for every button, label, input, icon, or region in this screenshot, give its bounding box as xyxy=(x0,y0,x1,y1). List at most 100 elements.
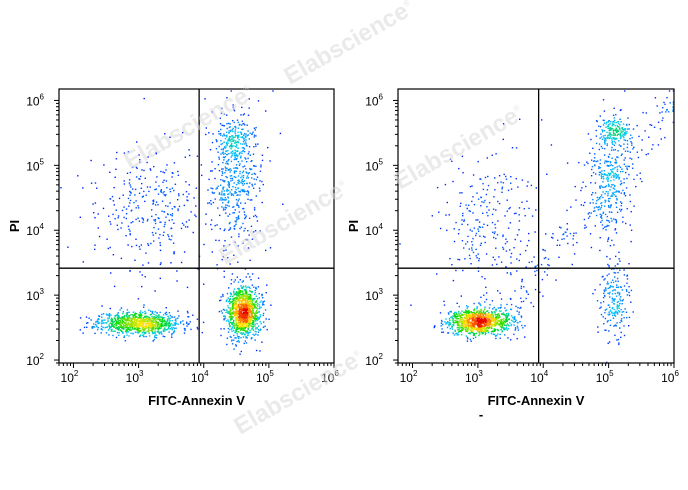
event-dot xyxy=(511,147,514,149)
event-dot xyxy=(614,311,616,314)
event-dot xyxy=(205,133,207,136)
event-dot xyxy=(242,315,244,318)
event-dot xyxy=(617,125,619,128)
event-dot xyxy=(113,326,115,328)
event-dot xyxy=(240,329,242,332)
event-dot xyxy=(151,319,153,322)
event-dot xyxy=(132,166,134,168)
event-dot xyxy=(463,247,465,249)
event-dot xyxy=(160,170,162,173)
event-dot xyxy=(228,126,230,129)
event-dot xyxy=(111,321,113,323)
event-dot xyxy=(241,315,243,317)
event-dot xyxy=(202,321,205,324)
event-dot xyxy=(262,183,264,186)
event-dot xyxy=(610,172,612,174)
event-dot xyxy=(243,134,245,136)
event-dot xyxy=(614,121,616,124)
event-dot xyxy=(254,316,257,318)
event-dot xyxy=(456,318,458,320)
event-dot xyxy=(249,331,251,334)
event-dot xyxy=(135,326,138,328)
event-dot xyxy=(610,285,612,288)
event-dot xyxy=(468,322,470,325)
event-dot xyxy=(251,314,253,316)
event-dot xyxy=(243,151,246,153)
event-dot xyxy=(603,122,606,124)
event-dot xyxy=(622,216,624,218)
event-dot xyxy=(229,292,232,294)
event-dot xyxy=(496,322,499,324)
event-dot xyxy=(237,311,239,314)
event-dot xyxy=(155,322,157,324)
event-dot xyxy=(235,170,238,172)
event-dot xyxy=(521,324,523,327)
event-dot xyxy=(607,205,610,207)
event-dot xyxy=(493,232,496,235)
event-dot xyxy=(148,332,150,334)
event-dot xyxy=(104,319,106,321)
event-dot xyxy=(595,135,598,137)
event-dot xyxy=(618,258,620,260)
event-dot xyxy=(223,318,225,320)
event-dot xyxy=(230,336,232,338)
event-dot xyxy=(225,249,227,251)
event-dot xyxy=(247,273,249,275)
event-dot xyxy=(615,176,618,178)
event-dot xyxy=(171,215,173,217)
event-dot xyxy=(230,189,233,191)
event-dot xyxy=(604,329,606,331)
event-dot xyxy=(606,164,609,167)
event-dot xyxy=(613,138,615,140)
event-dot xyxy=(482,327,484,329)
event-dot xyxy=(240,132,243,134)
event-dot xyxy=(628,325,630,327)
event-dot xyxy=(243,148,246,150)
event-dot xyxy=(223,125,226,127)
event-dot xyxy=(263,303,265,306)
event-dot xyxy=(477,198,480,200)
event-dot xyxy=(245,139,247,141)
event-dot xyxy=(118,319,120,322)
event-dot xyxy=(208,202,211,204)
event-dot xyxy=(583,164,586,166)
event-dot xyxy=(466,336,469,339)
event-dot xyxy=(210,219,213,221)
event-dot xyxy=(173,327,176,330)
event-dot xyxy=(458,320,461,322)
event-dot xyxy=(595,142,598,145)
event-dot xyxy=(463,220,465,222)
event-dot xyxy=(486,310,488,312)
event-dot xyxy=(615,220,618,222)
event-dot xyxy=(188,149,190,151)
event-dot xyxy=(615,191,617,193)
event-dot xyxy=(144,332,147,334)
event-dot xyxy=(480,296,482,298)
event-dot xyxy=(459,315,461,318)
event-dot xyxy=(248,303,251,305)
event-dot xyxy=(254,129,256,131)
event-dot xyxy=(607,180,609,182)
event-dot xyxy=(602,178,605,180)
event-dot xyxy=(612,286,614,288)
event-dot xyxy=(612,174,614,177)
event-dot xyxy=(604,148,606,150)
event-dot xyxy=(491,320,493,322)
event-dot xyxy=(480,205,482,207)
event-dot xyxy=(233,145,235,147)
event-dot xyxy=(590,246,593,249)
event-dot xyxy=(605,123,607,125)
event-dot xyxy=(113,324,116,326)
event-dot xyxy=(476,328,478,330)
event-dot xyxy=(269,160,271,162)
event-dot xyxy=(611,293,614,295)
event-dot xyxy=(470,316,472,318)
event-dot xyxy=(509,272,512,274)
event-dot xyxy=(250,318,252,321)
event-dot xyxy=(467,311,469,313)
event-dot xyxy=(223,250,225,252)
event-dot xyxy=(241,294,243,296)
event-dot xyxy=(484,308,486,310)
event-dot xyxy=(242,329,244,331)
event-dot xyxy=(164,324,166,326)
